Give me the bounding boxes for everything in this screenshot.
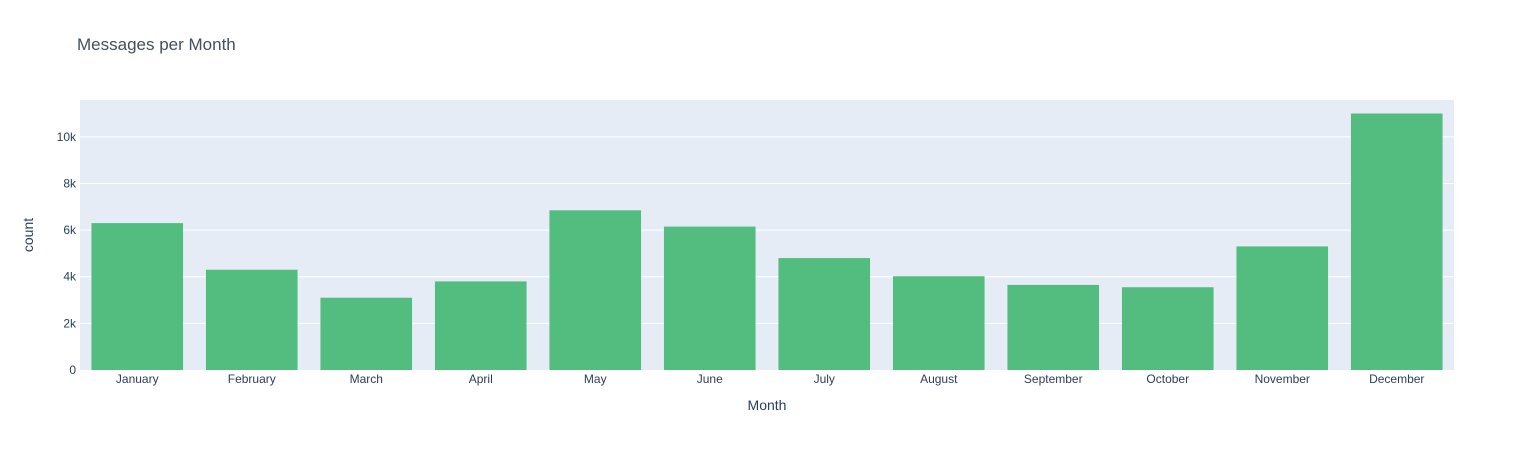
- chart-title: Messages per Month: [77, 35, 236, 54]
- x-tick-label: February: [228, 372, 276, 386]
- y-tick-label: 8k: [63, 176, 77, 190]
- bar-october: [1121, 287, 1214, 370]
- y-tick-label: 0: [69, 363, 76, 377]
- x-tick-label: June: [697, 372, 723, 386]
- bar-may: [549, 210, 642, 370]
- gridlines: [80, 136, 1454, 324]
- x-tick-label: July: [814, 372, 835, 386]
- x-tick-label: September: [1024, 372, 1083, 386]
- bar-december: [1350, 113, 1443, 370]
- x-tick-label: March: [350, 372, 383, 386]
- bars: [91, 113, 1443, 370]
- x-tick-label: May: [584, 372, 607, 386]
- x-tick-label: December: [1369, 372, 1424, 386]
- y-axis-ticks: 0 2k 4k 6k 8k 10k: [57, 130, 77, 377]
- y-tick-label: 4k: [63, 270, 77, 284]
- y-axis-title: count: [20, 218, 36, 252]
- bar-september: [1007, 284, 1100, 370]
- bar-june: [663, 226, 756, 370]
- bar-march: [320, 297, 413, 370]
- x-tick-label: April: [469, 372, 493, 386]
- x-axis-title: Month: [748, 397, 787, 413]
- plot-area: [80, 100, 1454, 370]
- bar-july: [778, 258, 871, 370]
- bar-april: [434, 281, 527, 370]
- x-tick-label: August: [920, 372, 958, 386]
- x-axis-ticks: January February March April May June July Augu…: [116, 372, 1425, 386]
- x-tick-label: November: [1255, 372, 1310, 386]
- y-tick-label: 10k: [57, 130, 77, 144]
- bar-august: [892, 276, 985, 370]
- x-tick-label: October: [1146, 372, 1189, 386]
- bar-november: [1236, 246, 1329, 370]
- bar-february: [205, 269, 298, 370]
- bar-january: [91, 223, 184, 370]
- y-tick-label: 2k: [63, 316, 77, 330]
- x-tick-label: January: [116, 372, 159, 386]
- y-tick-label: 6k: [63, 223, 77, 237]
